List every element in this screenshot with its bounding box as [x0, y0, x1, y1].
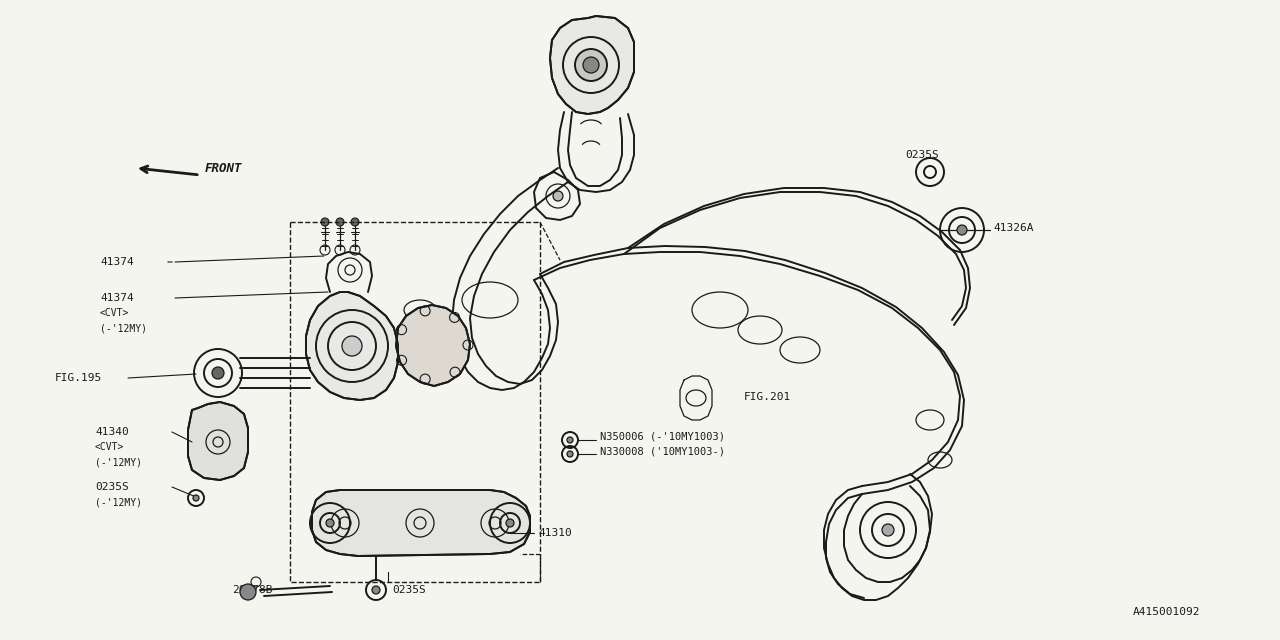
Text: <CVT>: <CVT>	[100, 308, 129, 318]
Text: 41326A: 41326A	[993, 223, 1033, 233]
Circle shape	[337, 218, 344, 226]
Text: 0235S: 0235S	[95, 482, 129, 492]
Text: 0235S: 0235S	[905, 150, 938, 160]
Circle shape	[582, 57, 599, 73]
Text: N350006 (-'10MY1003): N350006 (-'10MY1003)	[600, 431, 724, 441]
Text: 41374: 41374	[100, 293, 133, 303]
Circle shape	[506, 519, 515, 527]
Text: <CVT>: <CVT>	[95, 442, 124, 452]
Circle shape	[193, 495, 198, 501]
Text: FRONT: FRONT	[205, 161, 242, 175]
Polygon shape	[396, 305, 470, 386]
Circle shape	[372, 586, 380, 594]
Text: 0235S: 0235S	[392, 585, 426, 595]
Text: FIG.201: FIG.201	[744, 392, 791, 402]
Text: 20578B: 20578B	[232, 585, 273, 595]
Circle shape	[957, 225, 966, 235]
Text: N330008 ('10MY1003-): N330008 ('10MY1003-)	[600, 446, 724, 456]
Circle shape	[321, 218, 329, 226]
Polygon shape	[188, 402, 248, 480]
Text: 41340: 41340	[95, 427, 129, 437]
Text: (-'12MY): (-'12MY)	[100, 323, 147, 333]
Circle shape	[882, 524, 893, 536]
Circle shape	[351, 218, 358, 226]
Text: (-'12MY): (-'12MY)	[95, 457, 142, 467]
Circle shape	[553, 191, 563, 201]
Text: FIG.195: FIG.195	[55, 373, 102, 383]
Text: 41310: 41310	[538, 528, 572, 538]
Polygon shape	[312, 490, 530, 556]
Bar	[291, 222, 540, 582]
Polygon shape	[550, 16, 634, 114]
Circle shape	[241, 584, 256, 600]
Polygon shape	[306, 292, 398, 400]
Text: (-'12MY): (-'12MY)	[95, 497, 142, 507]
Circle shape	[567, 451, 573, 457]
Circle shape	[326, 519, 334, 527]
Circle shape	[567, 437, 573, 443]
Circle shape	[212, 367, 224, 379]
Text: 41374: 41374	[100, 257, 133, 267]
Text: A415001092: A415001092	[1133, 607, 1201, 617]
Circle shape	[575, 49, 607, 81]
Circle shape	[342, 336, 362, 356]
